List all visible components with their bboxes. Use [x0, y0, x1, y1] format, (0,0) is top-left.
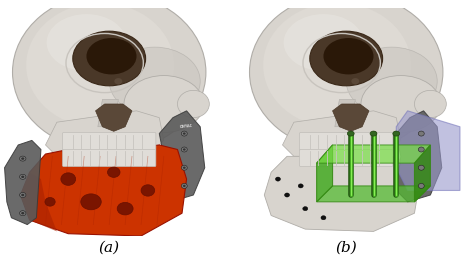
Ellipse shape: [114, 78, 122, 84]
Ellipse shape: [177, 90, 210, 118]
Ellipse shape: [45, 198, 55, 206]
Ellipse shape: [183, 167, 186, 169]
Ellipse shape: [414, 90, 447, 118]
Polygon shape: [396, 111, 460, 191]
Ellipse shape: [393, 131, 400, 136]
Ellipse shape: [263, 3, 411, 128]
Ellipse shape: [183, 132, 186, 135]
Ellipse shape: [19, 211, 26, 216]
FancyBboxPatch shape: [63, 132, 156, 151]
Polygon shape: [317, 145, 333, 202]
Ellipse shape: [73, 31, 146, 86]
Polygon shape: [414, 145, 430, 202]
Ellipse shape: [419, 165, 424, 170]
FancyBboxPatch shape: [300, 132, 393, 151]
Polygon shape: [46, 111, 164, 156]
Ellipse shape: [21, 157, 24, 160]
Ellipse shape: [46, 14, 126, 71]
Polygon shape: [5, 140, 41, 225]
Ellipse shape: [310, 31, 383, 86]
Ellipse shape: [21, 176, 24, 178]
Ellipse shape: [182, 147, 187, 152]
Ellipse shape: [419, 183, 424, 188]
Polygon shape: [335, 99, 356, 127]
Polygon shape: [27, 156, 182, 231]
Polygon shape: [264, 156, 419, 231]
Ellipse shape: [108, 167, 120, 177]
FancyBboxPatch shape: [63, 150, 156, 167]
Ellipse shape: [249, 0, 443, 152]
Polygon shape: [333, 104, 369, 131]
Ellipse shape: [298, 184, 303, 188]
Ellipse shape: [283, 14, 363, 71]
Ellipse shape: [419, 147, 424, 152]
Ellipse shape: [61, 173, 76, 185]
Polygon shape: [20, 145, 187, 236]
Ellipse shape: [182, 165, 187, 170]
Ellipse shape: [19, 156, 26, 161]
Polygon shape: [98, 99, 118, 127]
Ellipse shape: [321, 216, 326, 220]
Ellipse shape: [21, 194, 24, 196]
Ellipse shape: [351, 78, 359, 84]
Ellipse shape: [117, 202, 133, 215]
Ellipse shape: [21, 212, 24, 214]
Ellipse shape: [284, 193, 290, 197]
Ellipse shape: [183, 185, 186, 187]
Ellipse shape: [419, 131, 424, 136]
Polygon shape: [317, 145, 430, 163]
Text: (b): (b): [335, 240, 357, 254]
Ellipse shape: [303, 207, 308, 211]
Ellipse shape: [183, 148, 186, 151]
Ellipse shape: [19, 174, 26, 179]
Polygon shape: [396, 111, 442, 202]
Polygon shape: [317, 186, 430, 202]
Ellipse shape: [323, 38, 374, 74]
Ellipse shape: [361, 76, 441, 132]
Polygon shape: [20, 172, 57, 231]
Ellipse shape: [81, 194, 101, 210]
Polygon shape: [283, 111, 401, 156]
Polygon shape: [96, 104, 132, 131]
Ellipse shape: [109, 47, 200, 115]
Ellipse shape: [124, 76, 204, 132]
Ellipse shape: [12, 0, 206, 152]
Text: ONTAC: ONTAC: [180, 124, 193, 129]
Ellipse shape: [182, 131, 187, 136]
Ellipse shape: [86, 38, 137, 74]
FancyBboxPatch shape: [300, 150, 393, 167]
Ellipse shape: [19, 192, 26, 198]
Ellipse shape: [346, 47, 437, 115]
Ellipse shape: [141, 185, 155, 196]
Text: (a): (a): [99, 240, 120, 254]
Ellipse shape: [347, 131, 354, 136]
Ellipse shape: [182, 183, 187, 188]
Polygon shape: [159, 111, 205, 202]
Ellipse shape: [26, 3, 174, 128]
Ellipse shape: [370, 131, 377, 136]
Ellipse shape: [275, 177, 281, 181]
